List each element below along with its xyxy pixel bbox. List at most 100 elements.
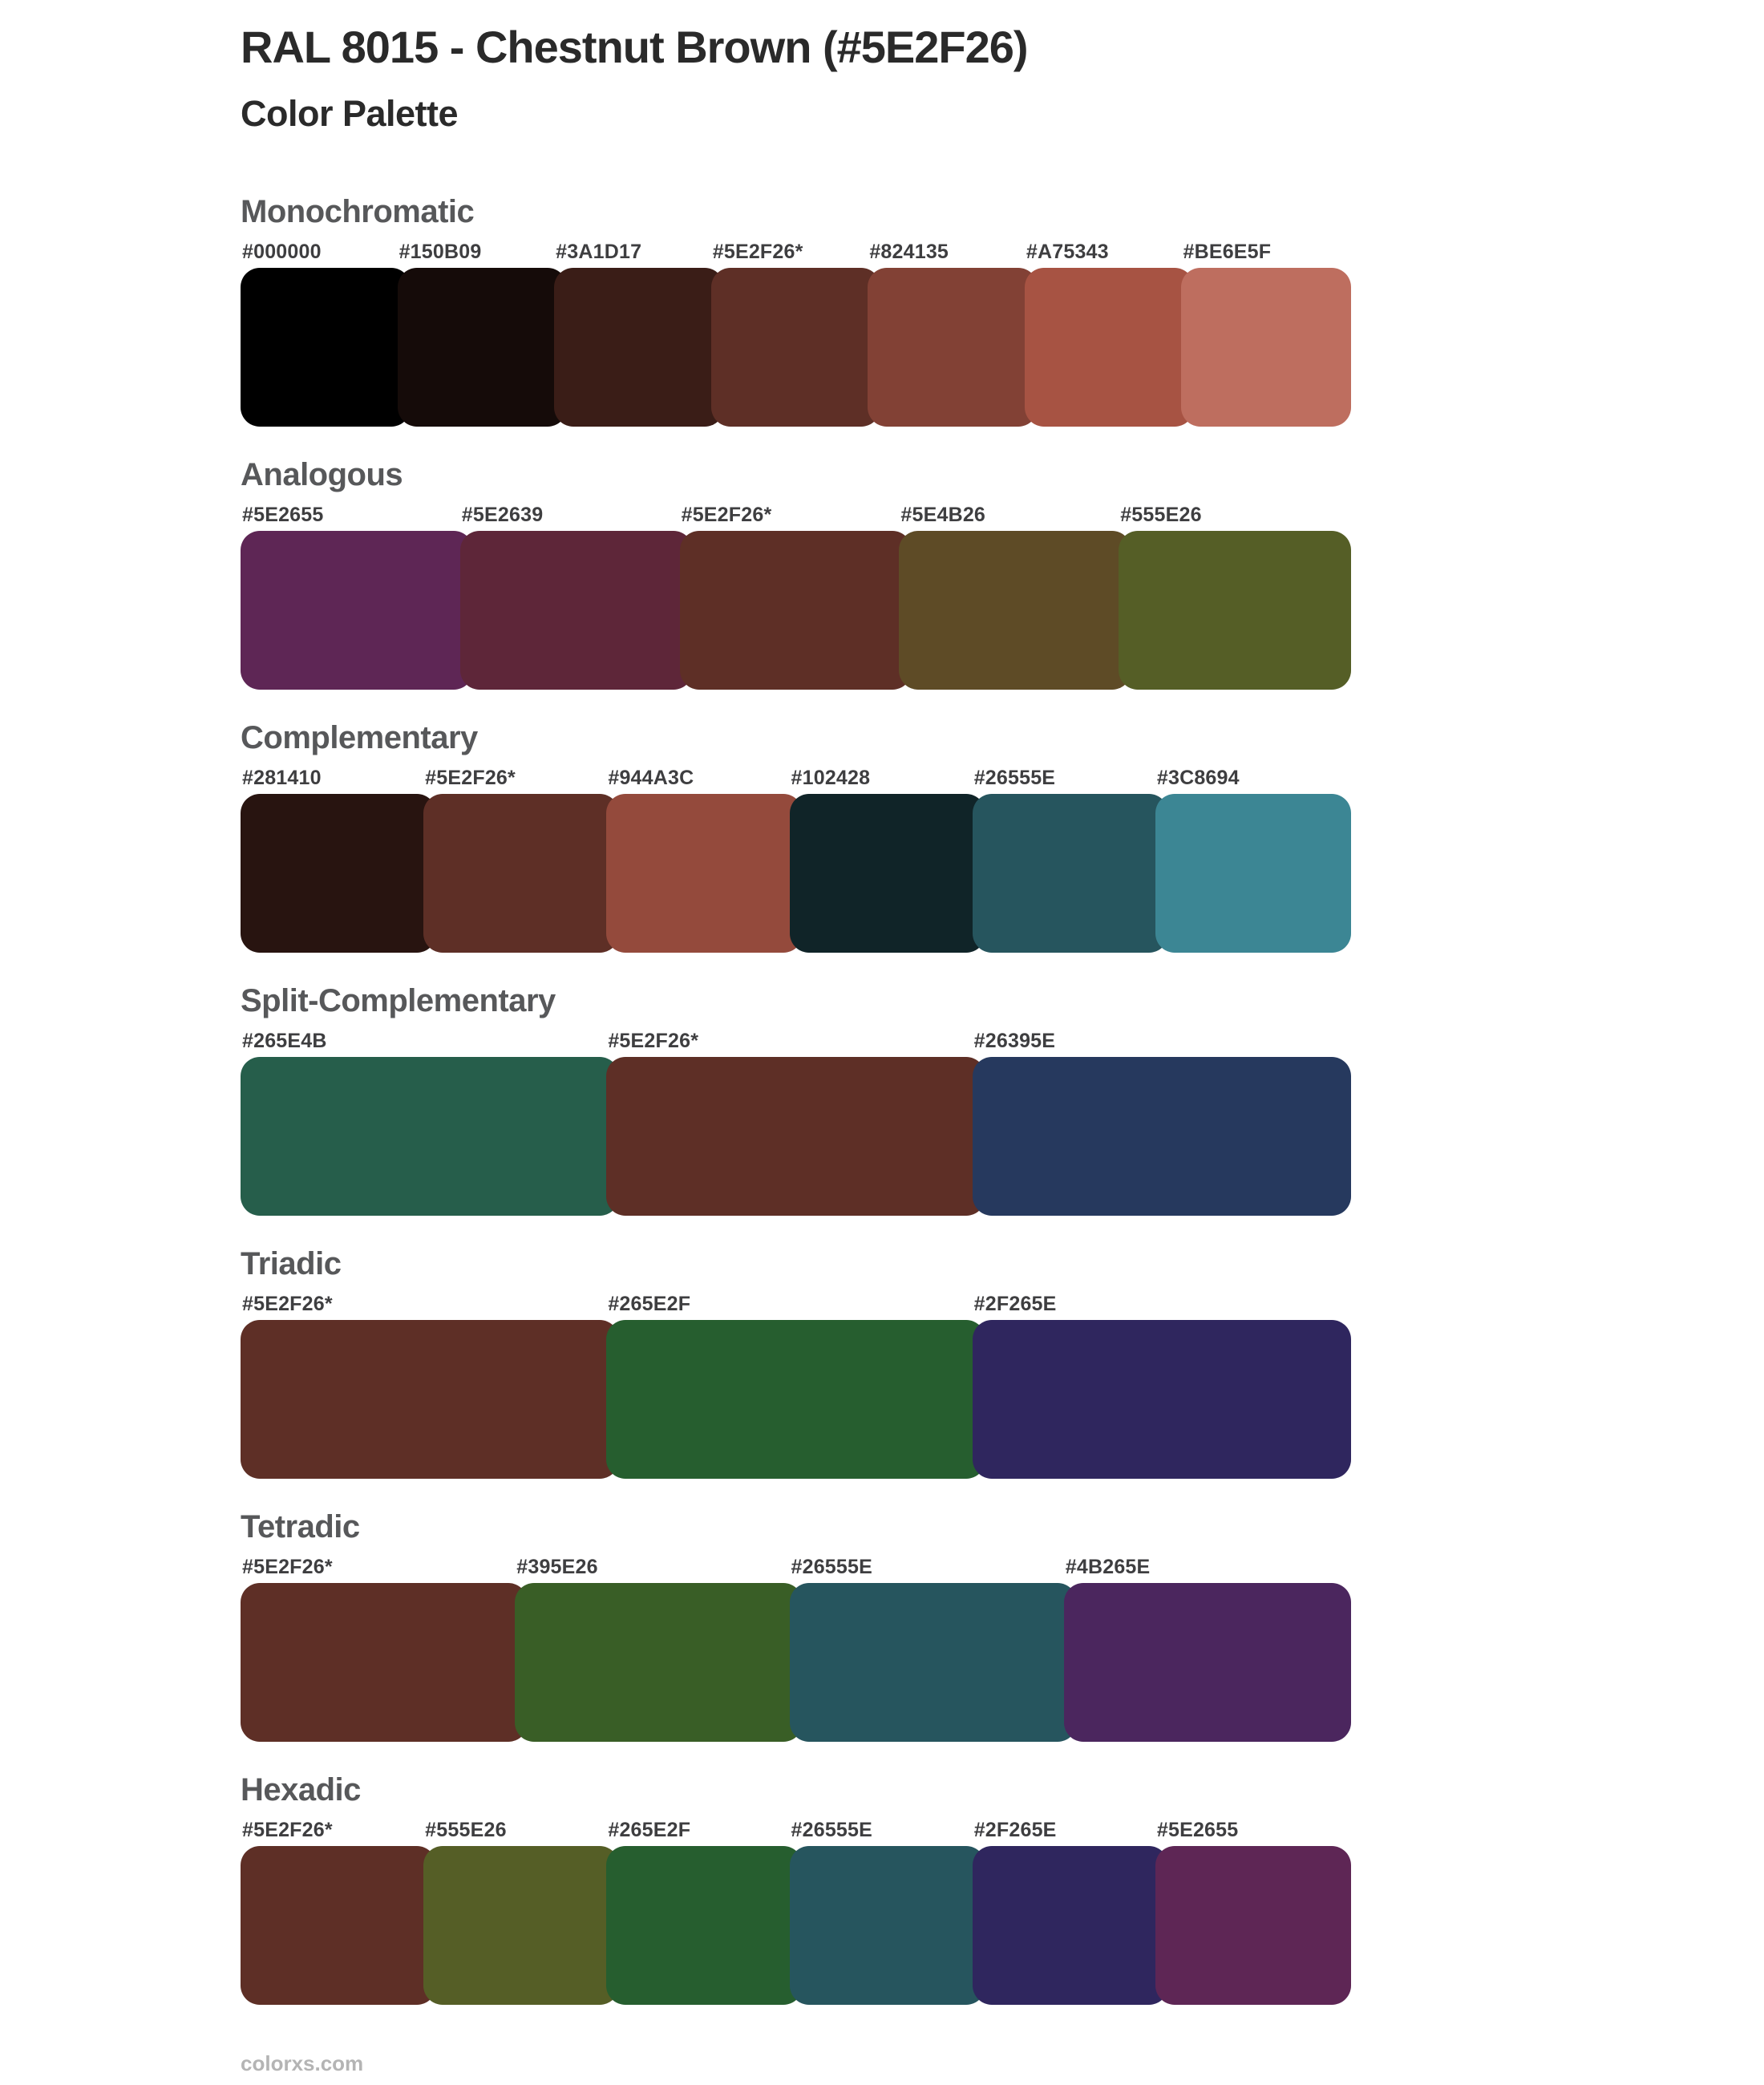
palette-section: Triadic #5E2F26* #265E2F #2F265E xyxy=(241,1246,1351,1480)
color-swatch[interactable] xyxy=(972,1320,1351,1480)
swatch-hex-label: #5E2F26* xyxy=(242,1293,333,1316)
color-swatch[interactable] xyxy=(459,531,693,690)
color-swatch[interactable] xyxy=(972,1846,1168,2006)
swatch-hex-label: #265E2F xyxy=(608,1293,691,1316)
swatch-hex-label: #4B265E xyxy=(1065,1556,1151,1579)
color-swatch[interactable] xyxy=(241,1057,620,1217)
swatch-hex-label: #150B09 xyxy=(399,241,482,264)
swatch-hex-label: #555E26 xyxy=(425,1819,507,1842)
color-swatch[interactable] xyxy=(606,794,803,953)
swatch-hex-label: #555E26 xyxy=(1120,504,1202,527)
color-swatch[interactable] xyxy=(423,794,620,953)
section-title: Hexadic xyxy=(241,1772,361,1808)
palette-section: Tetradic #5E2F26* #395E26 #26555E #4B265E xyxy=(241,1509,1351,1743)
swatch-hex-label: #BE6E5F xyxy=(1183,241,1272,264)
palette-sections: Monochromatic #000000 #150B09 #3A1D17 #5E2F2… xyxy=(241,194,1352,2006)
palette-section: Split-Complementary #265E4B #5E2F26* #26395… xyxy=(241,983,1351,1217)
page-content: RAL 8015 - Chestnut Brown (#5E2F26) Colo… xyxy=(241,0,1352,2076)
color-swatch[interactable] xyxy=(972,1057,1351,1217)
color-swatch[interactable] xyxy=(1024,268,1195,427)
swatch-hex-label: #A75343 xyxy=(1026,241,1109,264)
color-swatch[interactable] xyxy=(515,1583,803,1743)
color-swatch[interactable] xyxy=(241,794,437,953)
hex-label-row: #5E2F26* #555E26 #265E2F #26555E #2F265E #5E2… xyxy=(241,1819,1351,1843)
color-swatch[interactable] xyxy=(241,1583,528,1743)
palette-section: Monochromatic #000000 #150B09 #3A1D17 #5E2F2… xyxy=(241,194,1352,427)
page-title: RAL 8015 - Chestnut Brown (#5E2F26) xyxy=(241,22,1029,72)
hex-label-row: #265E4B #5E2F26* #26395E xyxy=(241,1030,1351,1054)
swatch-hex-label: #944A3C xyxy=(608,767,694,790)
swatch-row xyxy=(241,1320,1351,1480)
color-swatch[interactable] xyxy=(606,1320,985,1480)
section-title: Monochromatic xyxy=(241,194,475,230)
footer-link[interactable]: colorxs.com xyxy=(241,2051,364,2076)
swatch-hex-label: #281410 xyxy=(242,767,322,790)
hex-label-row: #281410 #5E2F26* #944A3C #102428 #26555E #3C8… xyxy=(241,767,1351,791)
swatch-row xyxy=(241,794,1352,953)
swatch-hex-label: #102428 xyxy=(791,767,871,790)
color-swatch[interactable] xyxy=(1119,531,1351,690)
section-title: Triadic xyxy=(241,1246,342,1282)
swatch-hex-label: #5E2F26* xyxy=(242,1819,333,1842)
color-swatch[interactable] xyxy=(397,268,568,427)
color-swatch[interactable] xyxy=(1155,794,1352,953)
swatch-hex-label: #5E2639 xyxy=(461,504,544,527)
swatch-hex-label: #000000 xyxy=(242,241,322,264)
color-swatch[interactable] xyxy=(241,1846,437,2006)
color-swatch[interactable] xyxy=(606,1057,985,1217)
swatch-hex-label: #5E4B26 xyxy=(900,504,986,527)
swatch-row xyxy=(241,531,1351,690)
hex-label-row: #000000 #150B09 #3A1D17 #5E2F26* #824135 #A75… xyxy=(241,241,1351,265)
color-swatch[interactable] xyxy=(1181,268,1352,427)
color-swatch[interactable] xyxy=(241,268,411,427)
color-swatch[interactable] xyxy=(1155,1846,1352,2006)
hex-label-row: #5E2655 #5E2639 #5E2F26* #5E4B26 #555E26 xyxy=(241,504,1351,528)
swatch-hex-label: #5E2F26* xyxy=(608,1030,699,1053)
swatch-row xyxy=(241,268,1352,427)
section-title: Analogous xyxy=(241,457,403,493)
swatch-hex-label: #395E26 xyxy=(516,1556,598,1579)
swatch-hex-label: #5E2655 xyxy=(242,504,324,527)
swatch-hex-label: #26395E xyxy=(973,1030,1056,1053)
color-swatch[interactable] xyxy=(241,531,473,690)
color-swatch[interactable] xyxy=(710,268,881,427)
color-swatch[interactable] xyxy=(789,1846,985,2006)
palette-section: Hexadic #5E2F26* #555E26 #265E2F #26555E #2F2… xyxy=(241,1772,1352,2006)
color-swatch[interactable] xyxy=(1063,1583,1351,1743)
color-swatch[interactable] xyxy=(241,1320,620,1480)
section-title: Split-Complementary xyxy=(241,983,556,1019)
color-swatch[interactable] xyxy=(868,268,1038,427)
swatch-hex-label: #2F265E xyxy=(973,1293,1057,1316)
swatch-hex-label: #26555E xyxy=(791,1819,873,1842)
color-swatch[interactable] xyxy=(899,531,1132,690)
swatch-hex-label: #5E2F26* xyxy=(425,767,516,790)
swatch-hex-label: #3C8694 xyxy=(1156,767,1240,790)
hex-label-row: #5E2F26* #395E26 #26555E #4B265E xyxy=(241,1556,1351,1580)
swatch-hex-label: #824135 xyxy=(869,241,949,264)
color-swatch[interactable] xyxy=(972,794,1168,953)
swatch-hex-label: #265E2F xyxy=(608,1819,691,1842)
section-title: Complementary xyxy=(241,720,478,756)
swatch-hex-label: #3A1D17 xyxy=(556,241,642,264)
swatch-hex-label: #26555E xyxy=(973,767,1056,790)
color-swatch[interactable] xyxy=(554,268,724,427)
swatch-row xyxy=(241,1057,1351,1217)
swatch-hex-label: #5E2F26* xyxy=(242,1556,333,1579)
color-swatch[interactable] xyxy=(789,794,985,953)
swatch-hex-label: #5E2F26* xyxy=(681,504,772,527)
palette-section: Analogous #5E2655 #5E2639 #5E2F26* #5E4B26 #5… xyxy=(241,457,1351,690)
color-swatch[interactable] xyxy=(606,1846,803,2006)
hex-label-row: #5E2F26* #265E2F #2F265E xyxy=(241,1293,1351,1317)
color-swatch[interactable] xyxy=(423,1846,620,2006)
page-subtitle: Color Palette xyxy=(241,92,459,134)
swatch-hex-label: #265E4B xyxy=(242,1030,327,1053)
color-swatch[interactable] xyxy=(679,531,912,690)
swatch-hex-label: #5E2655 xyxy=(1156,1819,1239,1842)
color-swatch[interactable] xyxy=(789,1583,1077,1743)
swatch-row xyxy=(241,1846,1352,2006)
swatch-hex-label: #5E2F26* xyxy=(712,241,803,264)
swatch-hex-label: #2F265E xyxy=(973,1819,1057,1842)
section-title: Tetradic xyxy=(241,1509,360,1545)
swatch-hex-label: #26555E xyxy=(791,1556,872,1579)
swatch-row xyxy=(241,1583,1351,1743)
